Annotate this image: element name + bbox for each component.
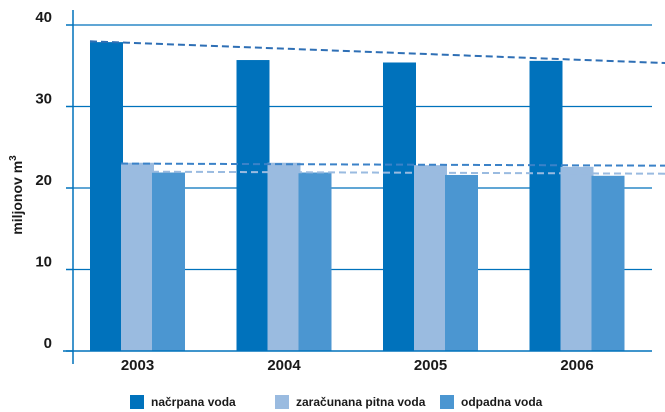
y-tick-labels: 0 10 20 30 40 xyxy=(35,9,73,352)
legend-swatch xyxy=(130,395,144,409)
trend-line xyxy=(151,170,665,175)
trend-line xyxy=(89,40,665,65)
bar xyxy=(445,174,478,351)
bar xyxy=(298,172,332,351)
x-tick-labels: 20032004200520062007 xyxy=(121,357,594,374)
bars xyxy=(90,42,625,352)
y-axis-title-text: miljonov m xyxy=(9,161,25,235)
x-tick-label: 2003 xyxy=(121,357,154,374)
legend-swatch xyxy=(440,395,454,409)
bar xyxy=(90,42,123,352)
x-tick-label: 2005 xyxy=(414,357,447,374)
y-tick-label: 40 xyxy=(35,9,52,26)
y-axis-title-superscript: 3 xyxy=(8,155,19,161)
legend-item: zaračunana pitna voda xyxy=(275,395,426,409)
bar xyxy=(236,60,270,352)
y-tick-label: 0 xyxy=(44,335,52,352)
legend-item: odpadna voda xyxy=(440,395,543,409)
y-axis-title: miljonov m3 xyxy=(8,155,25,235)
legend-label: načrpana voda xyxy=(151,395,236,409)
bar xyxy=(529,60,563,352)
bar xyxy=(383,62,416,352)
bar xyxy=(560,166,594,351)
bar xyxy=(152,172,185,351)
y-tick-label: 20 xyxy=(35,172,52,189)
x-tick-label: 2006 xyxy=(560,357,593,374)
trend-line xyxy=(120,162,665,167)
legend-swatch xyxy=(275,395,289,409)
bar xyxy=(591,175,625,351)
bar xyxy=(414,165,447,351)
y-tick-label: 30 xyxy=(35,91,52,108)
axes xyxy=(63,10,652,364)
legend-item: načrpana voda xyxy=(130,395,236,409)
legend: načrpana voda zaračunana pitna voda odpadn… xyxy=(130,395,543,409)
x-tick-label: 2004 xyxy=(267,357,301,374)
trend-lines xyxy=(89,40,665,175)
bar xyxy=(121,162,154,351)
legend-label: zaračunana pitna voda xyxy=(296,395,426,409)
bar xyxy=(267,162,301,351)
y-tick-label: 10 xyxy=(35,254,52,271)
legend-label: odpadna voda xyxy=(461,395,543,409)
